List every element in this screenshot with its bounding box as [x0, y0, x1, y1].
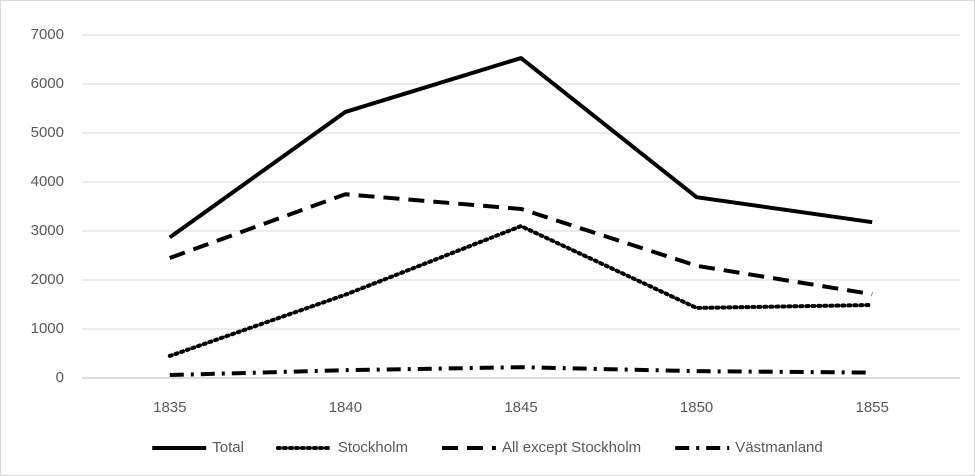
legend-label: Västmanland: [735, 439, 823, 456]
y-tick-label: 4000: [31, 173, 64, 190]
y-tick-label: 3000: [31, 222, 64, 239]
y-tick-label: 1000: [31, 320, 64, 337]
legend-label: Total: [212, 439, 244, 456]
y-tick-label: 0: [56, 369, 64, 386]
legend-label: All except Stockholm: [502, 439, 641, 456]
x-tick-label: 1850: [680, 399, 713, 416]
data-line: [168, 56, 873, 239]
data-line: [169, 365, 873, 378]
data-line: [169, 192, 873, 297]
x-tick-label: 1840: [329, 399, 362, 416]
legend-label: Stockholm: [338, 439, 408, 456]
x-tick-label: 1845: [504, 399, 537, 416]
y-tick-label: 2000: [31, 271, 64, 288]
y-tick-label: 5000: [31, 124, 64, 141]
x-tick-label: 1855: [856, 399, 889, 416]
x-tick-label: 1835: [153, 399, 186, 416]
y-tick-label: 7000: [31, 26, 64, 43]
data-line: [167, 224, 875, 358]
y-tick-label: 6000: [31, 75, 64, 92]
